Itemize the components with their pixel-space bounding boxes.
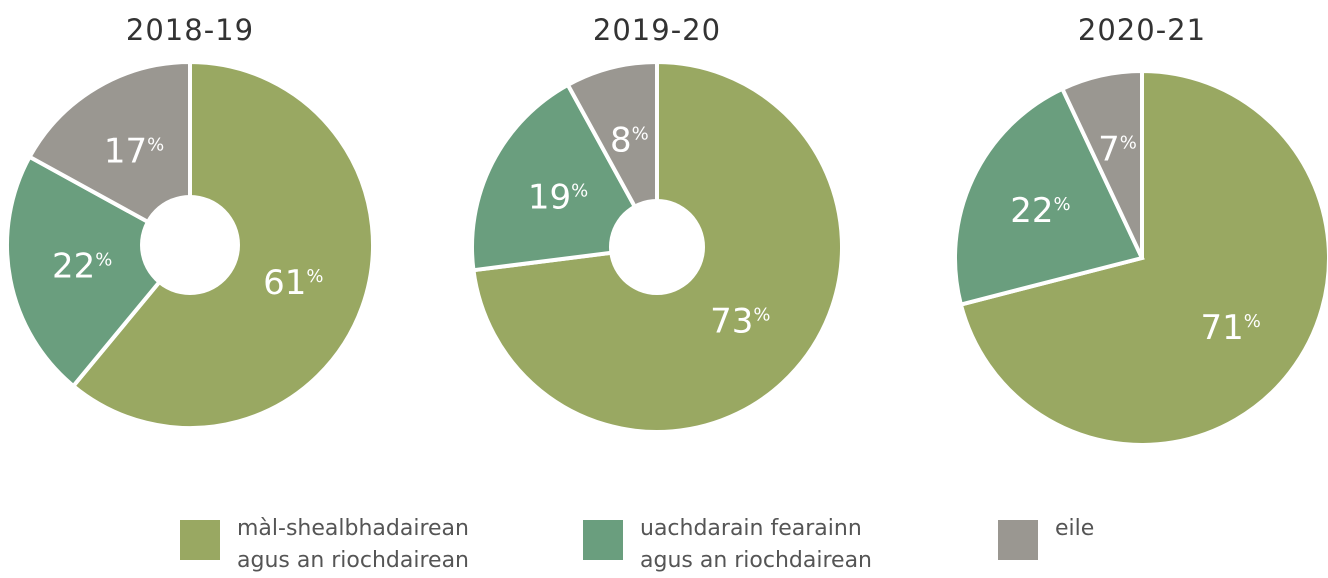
- donut-hole: [140, 195, 240, 295]
- data-label: 22%: [52, 247, 112, 287]
- data-label: 17%: [104, 131, 164, 171]
- slice: [953, 86, 1145, 307]
- legend-swatch: [583, 520, 623, 560]
- legend-item: màl-shealbhadairean agus an riochdairean: [180, 516, 497, 577]
- data-label: 19%: [528, 178, 588, 218]
- slice: [5, 154, 194, 389]
- data-label: 73%: [710, 301, 770, 341]
- slice: [26, 59, 192, 249]
- chart-title: 2019-20: [593, 13, 721, 47]
- legend-label: màl-shealbhadairean agus an riochdairean: [237, 516, 469, 573]
- legend-item: eile: [998, 516, 1315, 560]
- slice: [565, 59, 659, 248]
- slice: [1059, 68, 1144, 259]
- chart-title: 2020-21: [1078, 13, 1206, 47]
- data-label: 8%: [610, 120, 649, 160]
- slice: [470, 82, 661, 273]
- legend-label: eile: [1055, 516, 1095, 541]
- data-label: 22%: [1010, 191, 1070, 231]
- legend-label: uachdarain fearainn agus an riochdairean: [640, 516, 872, 573]
- legend-swatch: [180, 520, 220, 560]
- data-label: 7%: [1098, 130, 1137, 170]
- legend-swatch: [998, 520, 1038, 560]
- data-label: 71%: [1200, 308, 1260, 348]
- slice: [958, 68, 1328, 447]
- chart-title: 2018-19: [126, 13, 254, 47]
- legend-item: uachdarain fearainn agus an riochdairean: [583, 516, 900, 577]
- data-label: 61%: [263, 263, 323, 303]
- donut-hole: [609, 199, 705, 295]
